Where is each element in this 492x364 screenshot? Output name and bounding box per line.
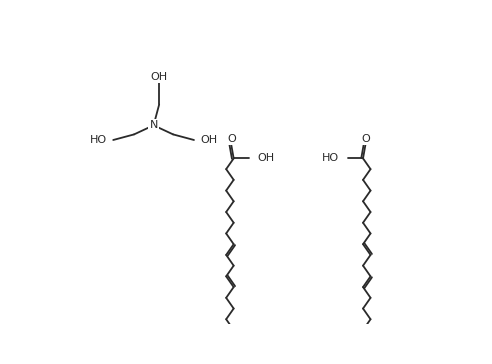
Text: N: N [150, 120, 158, 130]
Text: O: O [361, 134, 370, 145]
Text: HO: HO [322, 153, 339, 163]
Text: OH: OH [200, 135, 217, 145]
Text: OH: OH [257, 153, 275, 163]
Text: O: O [227, 134, 236, 145]
Text: HO: HO [90, 135, 107, 145]
Text: OH: OH [151, 72, 168, 82]
